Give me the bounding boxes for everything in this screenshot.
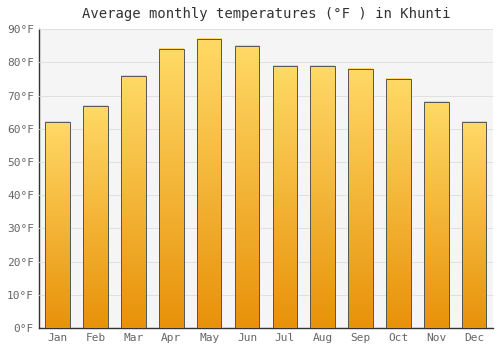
Bar — [462, 122, 486, 328]
Bar — [424, 102, 448, 328]
Bar — [348, 69, 373, 328]
Bar — [310, 65, 335, 328]
Bar — [386, 79, 410, 328]
Bar — [234, 46, 260, 328]
Bar — [84, 105, 108, 328]
Bar — [197, 39, 222, 328]
Bar — [46, 122, 70, 328]
Bar — [272, 65, 297, 328]
Bar — [159, 49, 184, 328]
Title: Average monthly temperatures (°F ) in Khunti: Average monthly temperatures (°F ) in Kh… — [82, 7, 450, 21]
Bar — [121, 76, 146, 328]
